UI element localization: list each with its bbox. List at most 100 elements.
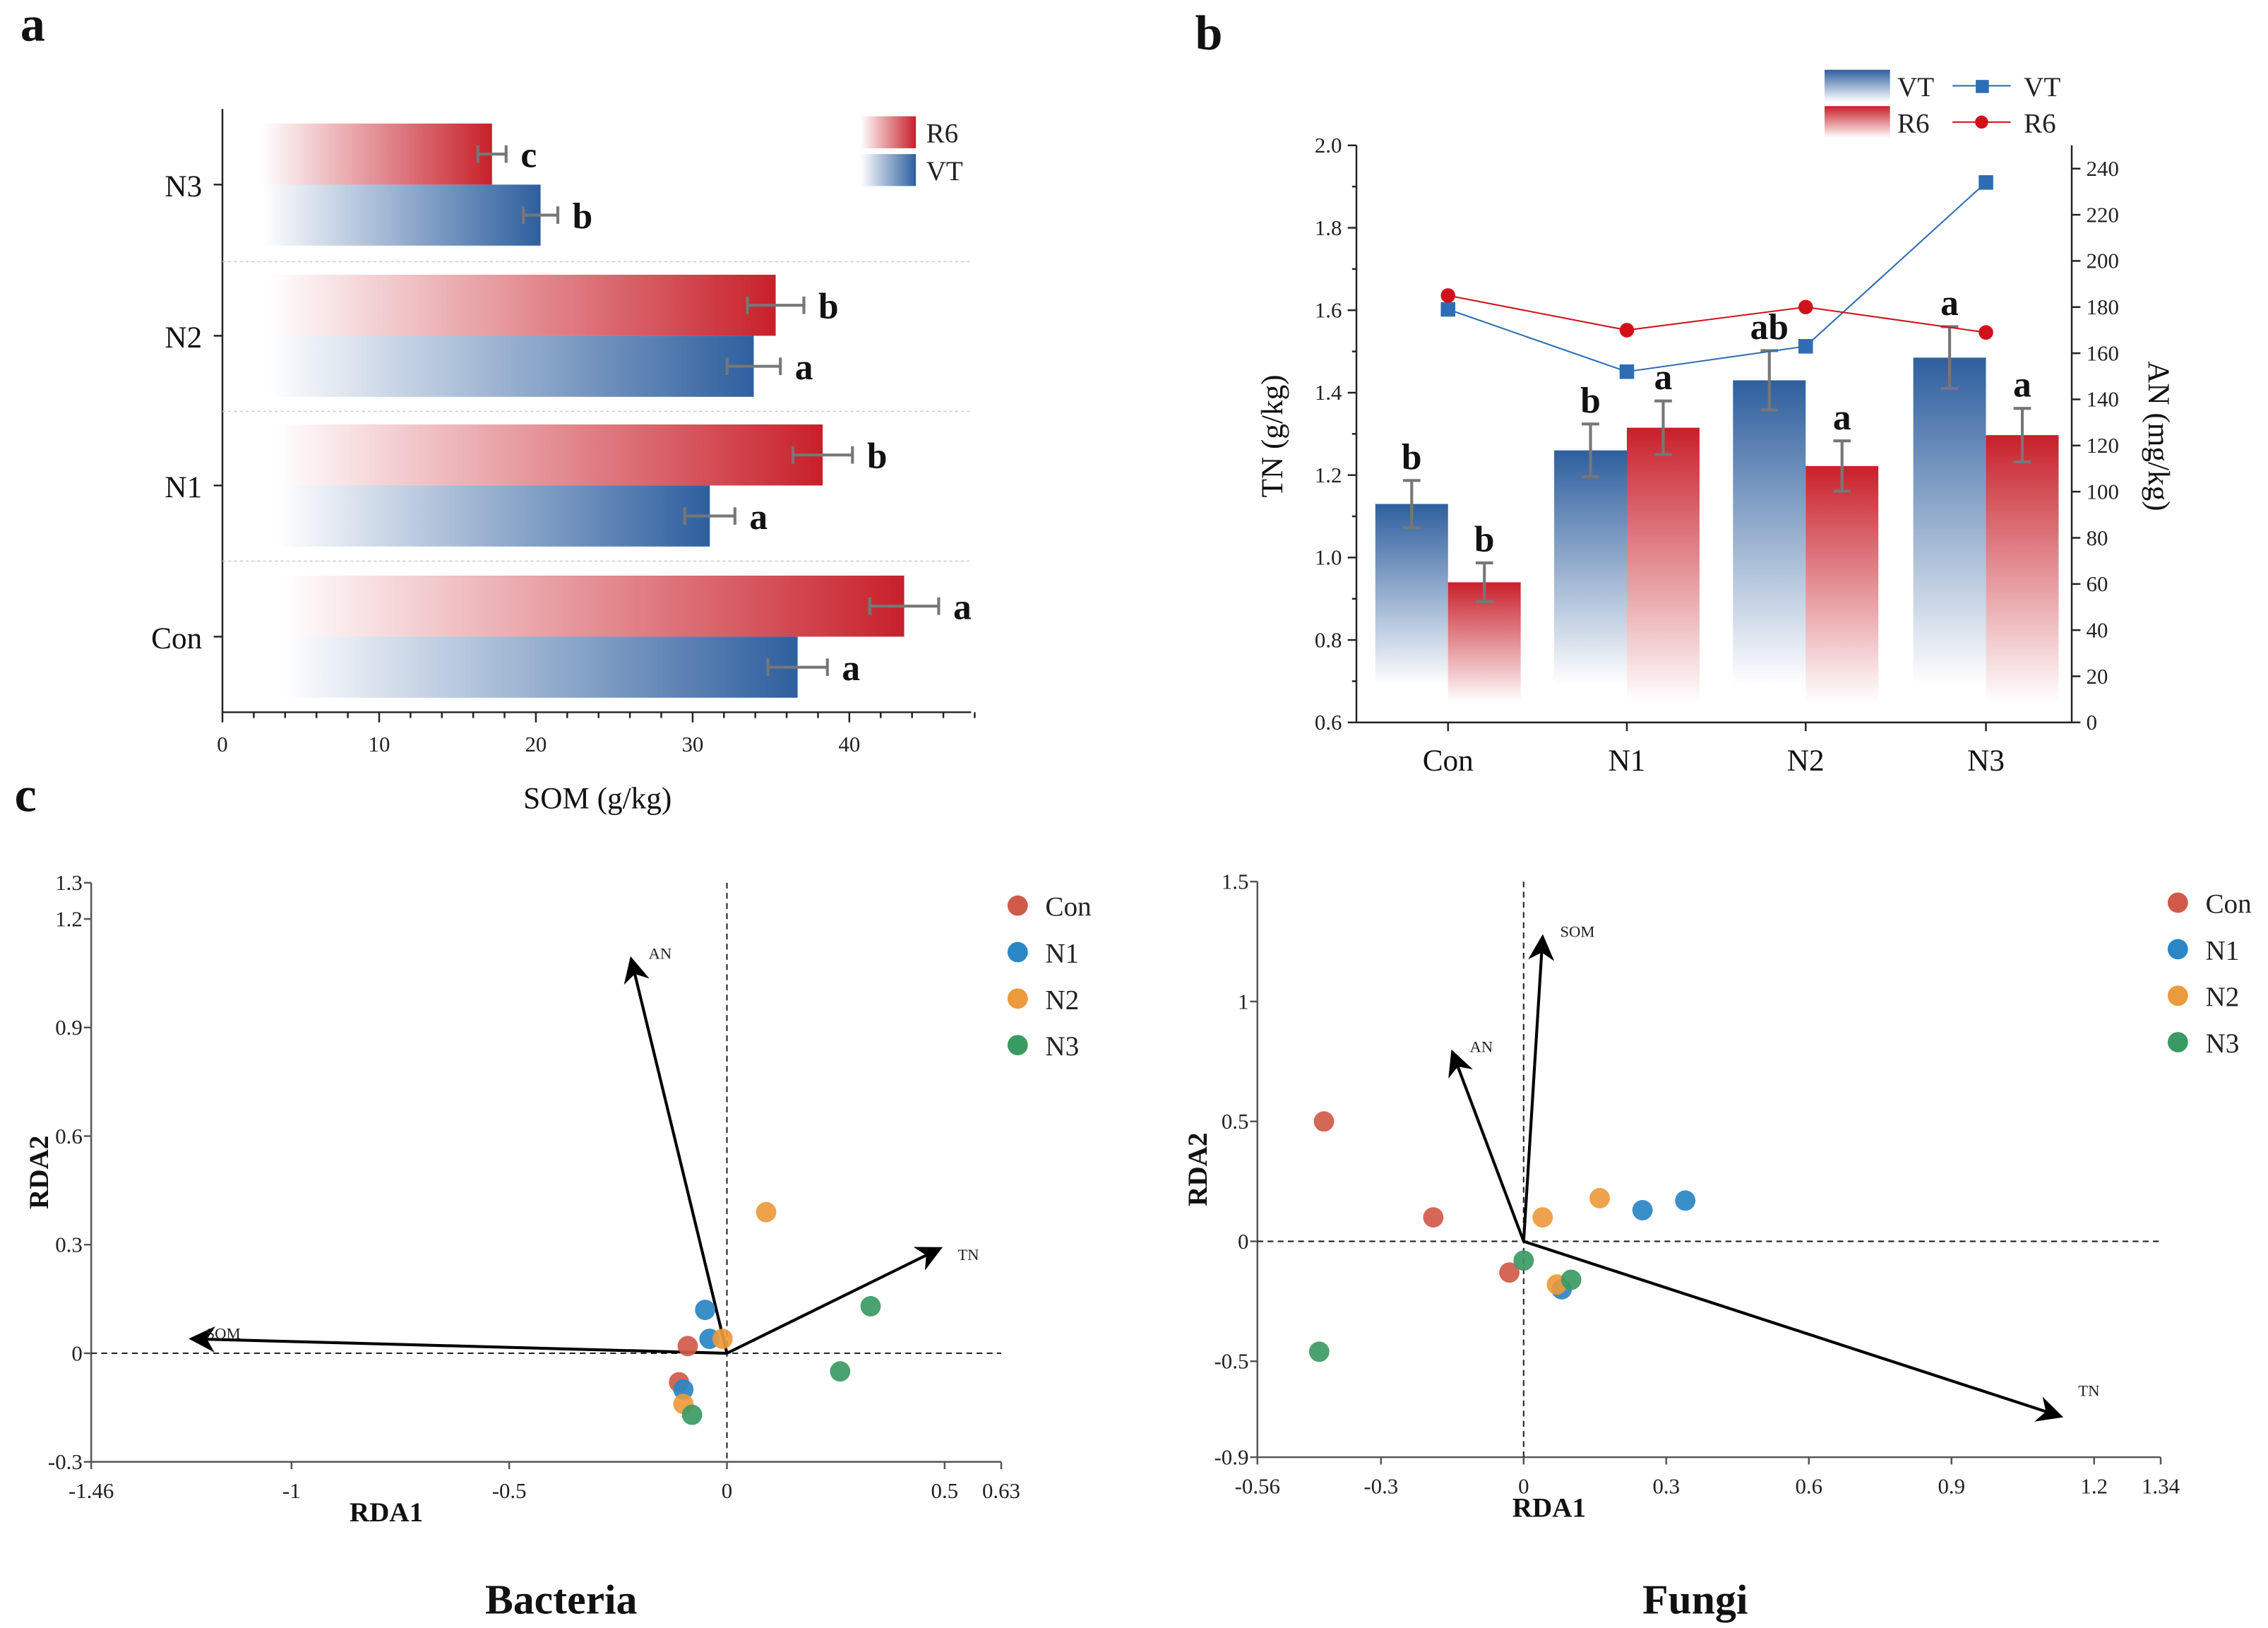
- x-tick-label: 1.34: [2142, 1474, 2180, 1499]
- legend-label-n2: N2: [1045, 985, 1079, 1015]
- bar-r6-n1: [276, 424, 823, 486]
- significance-letter: c: [520, 136, 537, 176]
- legend-swatch-bar-r6: [1825, 106, 1890, 138]
- x-tick-label: -0.3: [1363, 1474, 1398, 1499]
- y2-tick-label: 20: [2087, 664, 2108, 689]
- bar-r6-n3: [261, 123, 492, 185]
- x-tick-label: 0.63: [982, 1478, 1020, 1503]
- significance-letter: b: [1474, 520, 1495, 560]
- y-tick-label: 1.2: [55, 906, 83, 931]
- legend-label-vt: VT: [926, 156, 963, 186]
- y2-tick-label: 180: [2087, 295, 2119, 319]
- marker-r6: [1440, 288, 1456, 303]
- bar-r6-n2: [268, 274, 776, 336]
- legend-label-bar-r6: R6: [1897, 108, 1930, 138]
- marker-vt: [1798, 339, 1813, 354]
- x-tick-label: -0.5: [492, 1478, 527, 1503]
- significance-letter: b: [1580, 381, 1601, 421]
- legend-label-line-vt: VT: [2024, 72, 2060, 102]
- vector-arrow-an: [623, 956, 729, 1354]
- vector-label-som: SOM: [1560, 922, 1594, 940]
- legend-marker-n1: [2167, 939, 2188, 960]
- legend-marker-n2: [2167, 985, 2188, 1006]
- vector-label-an: AN: [649, 944, 672, 962]
- legend-marker-r6: [1975, 115, 1988, 129]
- significance-letter: b: [867, 436, 888, 477]
- y-tick-label: 1.6: [1315, 298, 1342, 323]
- sample-point-n2: [756, 1201, 777, 1223]
- legend-marker-vt: [1976, 80, 1989, 93]
- bar-r6-con: [283, 575, 905, 637]
- x-tick-label: 30: [681, 732, 703, 756]
- y2-axis-label: AN (mg/kg): [2142, 361, 2176, 511]
- panel-c-bacteria-rda: -1.46 -1 -0.5 0 0.5 0.63 -0.3 0 0.3 0.6 0.9 1.2 1.3 R…: [24, 870, 1092, 1622]
- bar-vt-n1: [276, 485, 710, 547]
- x-tick-label: -1: [282, 1478, 301, 1503]
- y-tick-label: 0.3: [55, 1232, 83, 1257]
- x-tick-label: 0.6: [1795, 1474, 1822, 1499]
- sample-point-con: [1313, 1111, 1335, 1132]
- x-tick-label: 0: [722, 1478, 732, 1503]
- significance-letter: b: [818, 287, 839, 327]
- marker-r6: [1619, 323, 1635, 338]
- category-label: N3: [165, 170, 202, 203]
- y-tick-label: 0.5: [1222, 1109, 1249, 1134]
- y-tick-label: -0.3: [48, 1449, 83, 1474]
- legend-label-con: Con: [1045, 892, 1091, 922]
- y2-tick-label: 120: [2087, 433, 2119, 458]
- y-tick-label: 1.2: [1315, 463, 1342, 487]
- bar-r6-n1: [1626, 427, 1700, 703]
- significance-letter: a: [1940, 283, 1959, 323]
- y-tick-label: 1.4: [1315, 380, 1342, 405]
- sample-point-n3: [1513, 1250, 1534, 1271]
- x-tick-label: 10: [369, 732, 390, 756]
- y2-tick-label: 140: [2087, 387, 2119, 412]
- y-tick-label: 0.6: [1315, 710, 1342, 735]
- x-axis-label: SOM (g/kg): [523, 781, 672, 815]
- y-tick-label: 2.0: [1315, 133, 1342, 158]
- x-tick-label: 0: [217, 732, 227, 756]
- category-label: N2: [165, 321, 202, 355]
- y-tick-label: 0: [71, 1341, 82, 1365]
- category-label: Con: [1423, 744, 1474, 778]
- marker-vt: [1440, 302, 1456, 317]
- bar-r6-n3: [1986, 435, 2059, 703]
- sample-point-n3: [830, 1361, 851, 1382]
- significance-letter: a: [842, 648, 860, 689]
- legend-swatch-bar-vt: [1825, 69, 1890, 102]
- legend-label-con: Con: [2205, 889, 2251, 919]
- sample-point-n3: [1308, 1341, 1330, 1362]
- bar-vt-n3: [1913, 357, 1986, 686]
- y2-tick-label: 240: [2087, 156, 2119, 181]
- significance-letter: b: [573, 196, 593, 237]
- sample-point-n3: [1560, 1269, 1582, 1290]
- legend-label-r6: R6: [926, 119, 959, 149]
- y-tick-label: 1.0: [1315, 545, 1342, 570]
- legend-swatch-vt: [860, 154, 917, 186]
- significance-letter: a: [749, 497, 768, 537]
- legend-label-n1: N1: [1045, 938, 1079, 968]
- x-tick-label: 0.3: [1652, 1474, 1680, 1499]
- category-label: N1: [1609, 744, 1646, 778]
- sample-point-con: [1499, 1262, 1520, 1283]
- sample-point-n3: [681, 1404, 703, 1425]
- y-tick-label: -0.9: [1214, 1444, 1249, 1469]
- legend-label-n3: N3: [2205, 1028, 2239, 1059]
- category-label: N1: [165, 470, 202, 504]
- y2-tick-label: 40: [2087, 617, 2108, 642]
- bar-vt-n3: [261, 184, 541, 246]
- legend-label-n3: N3: [1045, 1031, 1079, 1062]
- x-tick-label: 20: [525, 732, 547, 756]
- sample-point-n2: [1589, 1188, 1610, 1208]
- legend-label-n1: N1: [2205, 935, 2239, 965]
- y2-tick-label: 0: [2087, 710, 2097, 735]
- x-tick-label: 0.9: [1938, 1474, 1965, 1499]
- sample-point-con: [1423, 1207, 1444, 1228]
- x-tick-label: 1.2: [2080, 1474, 2108, 1499]
- panel-label-b: b: [1195, 6, 1222, 61]
- bar-vt-con: [1375, 504, 1448, 686]
- y-tick-label: 0.8: [1315, 627, 1342, 652]
- legend-marker-n2: [1007, 988, 1028, 1009]
